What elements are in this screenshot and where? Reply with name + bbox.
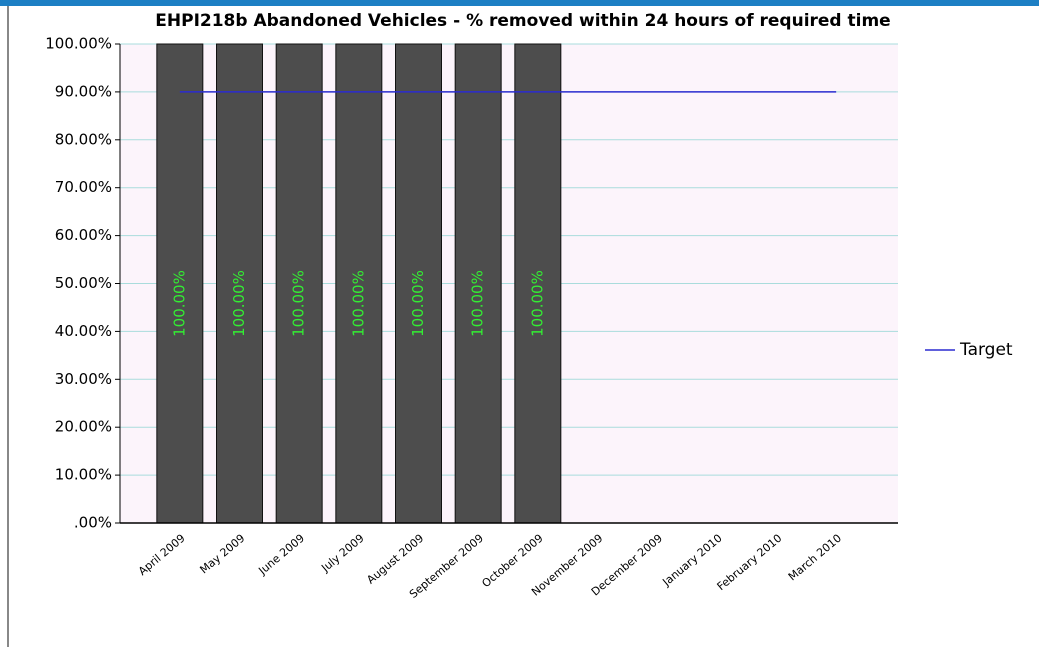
bar (216, 43, 263, 524)
y-tick-label: 60.00% (55, 226, 112, 244)
y-tick-label: 50.00% (55, 274, 112, 292)
value-label: 100.00% (409, 270, 427, 337)
top-strip (0, 0, 1039, 6)
x-tick-label: October 2009 (479, 532, 545, 590)
y-tick-label: .00% (74, 514, 112, 532)
y-tick-label: 80.00% (55, 130, 112, 148)
legend-label: Target (959, 340, 1013, 360)
chart-title: EHPI218b Abandoned Vehicles - % removed … (155, 11, 890, 31)
x-tick-label: May 2009 (197, 532, 247, 577)
x-tick-label: February 2010 (715, 532, 785, 594)
value-label: 100.00% (528, 270, 546, 337)
x-tick-label: January 2010 (659, 532, 724, 590)
y-tick-label: 40.00% (55, 322, 112, 340)
y-tick-label: 10.00% (55, 466, 112, 484)
value-label: 100.00% (349, 270, 367, 337)
y-tick-label: 90.00% (55, 82, 112, 100)
x-tick-label: April 2009 (136, 532, 188, 578)
y-tick-label: 30.00% (55, 370, 112, 388)
x-tick-label: June 2009 (255, 532, 307, 578)
bar (454, 43, 502, 524)
y-tick-label: 20.00% (55, 418, 112, 436)
bar (156, 43, 204, 524)
bar (395, 43, 442, 524)
value-label: 100.00% (230, 270, 248, 337)
left-border (7, 6, 9, 647)
value-label: 100.00% (290, 270, 308, 337)
y-tick-label: 100.00% (45, 35, 112, 53)
x-tick-label: August 2009 (364, 532, 426, 587)
value-label: 100.00% (469, 270, 487, 337)
y-tick-label: 70.00% (55, 178, 112, 196)
bar (335, 43, 383, 524)
x-tick-label: March 2010 (786, 532, 844, 584)
x-tick-label: July 2009 (318, 532, 366, 576)
value-label: 100.00% (170, 270, 188, 337)
